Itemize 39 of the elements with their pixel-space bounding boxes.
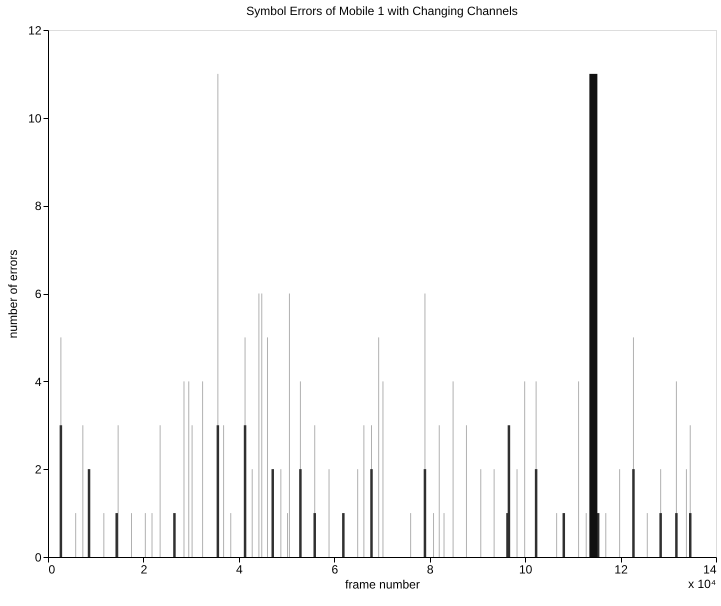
x-tick-label: 6	[331, 562, 338, 576]
y-tick-label: 12	[28, 24, 42, 38]
bar	[244, 425, 246, 557]
y-tick-label: 2	[34, 462, 42, 477]
bar	[632, 469, 635, 557]
x-axis-title: frame number	[345, 578, 420, 592]
bar	[115, 513, 118, 557]
bar	[424, 469, 426, 557]
chart-title: Symbol Errors of Mobile 1 with Changing Channels	[246, 4, 518, 18]
bar	[60, 425, 62, 557]
bar	[299, 469, 302, 557]
bar	[313, 513, 316, 557]
bar	[659, 513, 662, 557]
bar	[88, 469, 90, 557]
y-tick-label: 8	[34, 199, 42, 214]
bar	[271, 469, 274, 557]
bar	[562, 513, 566, 557]
x-tick-label: 14	[703, 562, 717, 576]
bar	[508, 425, 510, 557]
bar	[589, 74, 598, 557]
x-tick-label: 8	[426, 562, 434, 576]
x-tick-label: 12	[614, 562, 628, 576]
y-tick-label: 10	[28, 111, 42, 126]
bar	[216, 425, 220, 557]
bar	[370, 469, 373, 557]
x-tick-label: 2	[140, 562, 148, 576]
x-tick-label: 4	[236, 562, 244, 576]
y-axis-title: number of errors	[6, 250, 20, 338]
y-tick-label: 4	[34, 374, 42, 389]
bar	[688, 513, 692, 557]
y-tick-label: 6	[34, 287, 42, 301]
bar	[173, 513, 176, 557]
y-tick-label: 0	[34, 550, 42, 564]
x-tick-label: 0	[48, 562, 56, 576]
bar	[675, 513, 678, 557]
bar	[534, 469, 538, 557]
text: x 10⁴	[688, 577, 716, 591]
bar	[342, 513, 345, 557]
x-tick-label: 10	[518, 562, 533, 576]
